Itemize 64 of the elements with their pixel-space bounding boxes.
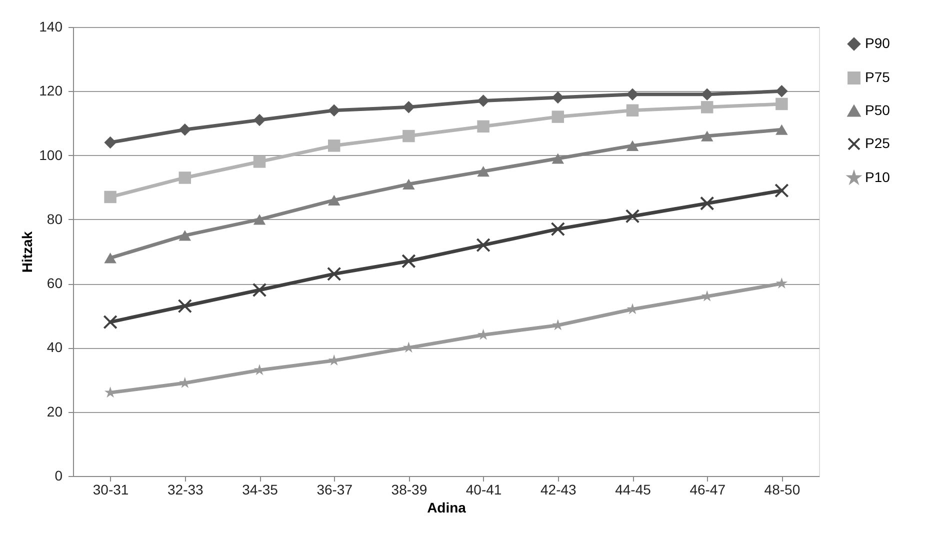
- x-tick-label: 48-50: [764, 482, 800, 498]
- point: [402, 130, 415, 142]
- x-tick-label: 46-47: [690, 482, 726, 498]
- legend-label: P25: [865, 135, 890, 151]
- x-tick-label: 42-43: [540, 482, 577, 498]
- x-tick-label: 30-31: [92, 482, 129, 498]
- point: [402, 101, 415, 114]
- point: [626, 104, 639, 117]
- point: [552, 153, 564, 164]
- point: [328, 194, 340, 206]
- point: [253, 156, 266, 168]
- point: [402, 178, 415, 190]
- point: [776, 124, 788, 135]
- point: [253, 214, 266, 225]
- y-tick-label: 120: [39, 82, 63, 99]
- y-tick-label: 0: [54, 468, 63, 484]
- point: [477, 120, 490, 133]
- x-tick-label: 34-35: [242, 482, 278, 498]
- point: [477, 166, 490, 177]
- point: [104, 136, 116, 149]
- point: [476, 238, 490, 252]
- legend-label: P50: [865, 102, 890, 118]
- point: [700, 130, 714, 142]
- point: [774, 183, 789, 198]
- y-tick-label: 100: [39, 146, 63, 163]
- point: [776, 85, 788, 98]
- point: [552, 110, 564, 123]
- x-axis-title: Adina: [427, 500, 466, 516]
- point: [178, 124, 192, 136]
- point: [776, 277, 788, 289]
- point: [550, 222, 566, 236]
- point: [178, 230, 192, 241]
- point: [700, 101, 714, 114]
- point: [625, 209, 640, 224]
- point: [477, 94, 490, 107]
- point: [328, 104, 340, 117]
- y-tick-label: 40: [46, 339, 63, 356]
- legend-label: P90: [865, 35, 890, 51]
- point: [700, 196, 714, 211]
- y-tick-label: 20: [46, 403, 63, 420]
- legend-label: P75: [865, 69, 890, 85]
- y-axis-title: Hitzak: [19, 231, 36, 273]
- point: [328, 140, 340, 152]
- x-tick-label: 38-39: [391, 482, 428, 498]
- point: [103, 314, 118, 330]
- point: [776, 98, 788, 110]
- y-tick-label: 60: [46, 275, 63, 292]
- x-tick-label: 32-33: [167, 482, 204, 498]
- x-tick-label: 36-37: [316, 482, 353, 498]
- point: [178, 298, 192, 314]
- point: [178, 172, 192, 184]
- legend-label: P10: [865, 169, 890, 185]
- y-tick-label: 140: [39, 18, 63, 34]
- x-tick-label: 44-45: [615, 482, 652, 498]
- x-tick-label: 40-41: [466, 482, 502, 498]
- point: [104, 190, 116, 204]
- point: [253, 114, 266, 126]
- point: [326, 266, 342, 282]
- point: [252, 282, 267, 298]
- point: [402, 254, 416, 268]
- point: [626, 140, 639, 151]
- y-tick-label: 80: [46, 210, 63, 227]
- point: [104, 252, 116, 264]
- point: [626, 88, 639, 100]
